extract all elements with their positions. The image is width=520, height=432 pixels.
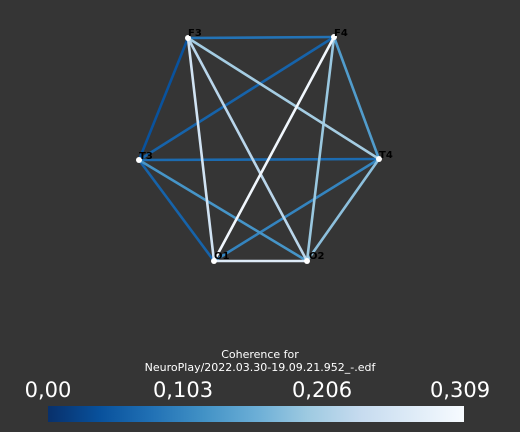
node-label-f4: F4 xyxy=(334,28,348,39)
coherence-graph: F3 F4 T3 T4 O1 O2 xyxy=(136,28,393,264)
node-label-t4: T4 xyxy=(379,150,393,161)
edge-f4-o1 xyxy=(212,35,336,263)
node-label-f3: F3 xyxy=(188,28,202,39)
edge-f3-o1 xyxy=(186,36,216,263)
node-label-t3: T3 xyxy=(139,151,153,162)
colorbar-title-line2: NeuroPlay/2022.03.30-19.09.21.952_-.edf xyxy=(144,361,376,374)
colorbar-tick-3: 0,309 xyxy=(429,378,491,402)
node-o2 xyxy=(304,258,310,264)
edge-f3-t3 xyxy=(137,36,190,162)
node-f4 xyxy=(331,34,337,40)
edge-t4-o2 xyxy=(305,157,381,263)
node-t3 xyxy=(136,157,142,163)
edge-f4-o2 xyxy=(305,35,336,263)
edge-layer xyxy=(137,35,381,263)
edge-t3-t4 xyxy=(137,157,381,162)
edge-t4-o1 xyxy=(212,157,381,263)
colorbar-gradient xyxy=(48,406,464,422)
edge-f3-o2 xyxy=(186,36,309,263)
edge-f4-t4 xyxy=(332,35,381,161)
edge-t3-o2 xyxy=(137,158,309,263)
node-label-o1: O1 xyxy=(214,251,230,262)
node-t4 xyxy=(376,156,382,162)
colorbar-title-line1: Coherence for xyxy=(221,348,299,361)
node-f3 xyxy=(185,35,191,41)
colorbar-tick-1: 0,103 xyxy=(152,378,214,402)
colorbar-tick-0: 0,00 xyxy=(24,378,72,402)
node-o1 xyxy=(211,258,217,264)
edge-t3-o1 xyxy=(137,158,216,263)
edge-f4-t3 xyxy=(137,35,336,162)
node-label-o2: O2 xyxy=(309,251,325,262)
node-layer: F3 F4 T3 T4 O1 O2 xyxy=(136,28,393,264)
edge-f3-t4 xyxy=(186,36,381,161)
edge-f3-f4 xyxy=(186,35,336,40)
colorbar-tick-2: 0,206 xyxy=(291,378,353,402)
